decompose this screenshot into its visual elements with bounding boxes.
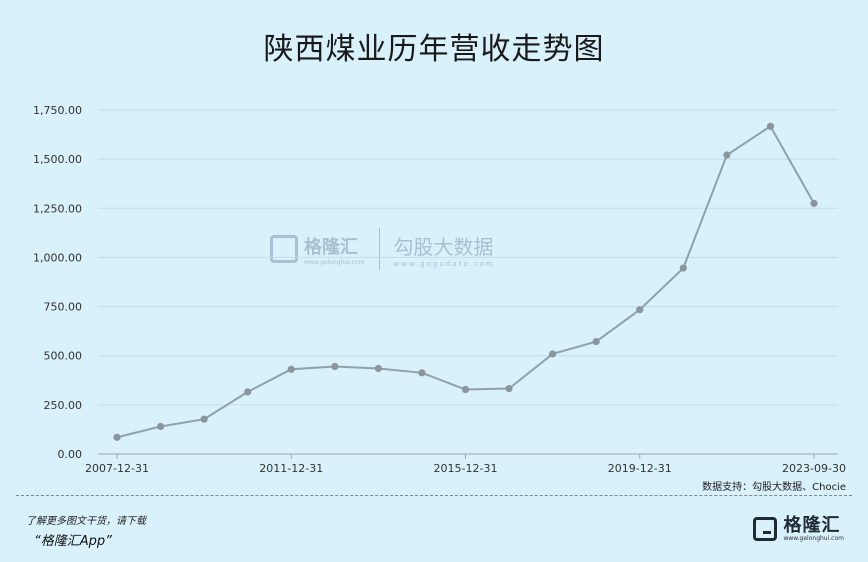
data-point: [461, 385, 470, 394]
y-tick-label: 500.00: [44, 350, 83, 363]
x-tick-label: 2023-09-30: [782, 462, 846, 475]
data-point: [766, 122, 775, 130]
data-point: [549, 350, 557, 358]
data-point: [810, 199, 818, 207]
y-tick-label: 1,750.00: [33, 104, 82, 117]
data-point: [592, 337, 600, 346]
data-point: [636, 306, 644, 314]
brand-logo: 格隆汇 www.gelonghui.com: [753, 513, 844, 545]
watermark-logo-icon: [270, 235, 298, 263]
chart-title: 陕西煤业历年营收走势图: [263, 32, 605, 67]
watermark: 格隆汇 www.gelonghui.com 勾股大数据 www.gogudata…: [270, 228, 495, 270]
data-point: [723, 151, 731, 159]
y-tick-label: 250.00: [44, 399, 83, 412]
x-tick-label: 2007-12-31: [85, 462, 149, 475]
watermark-brand-2: 勾股大数据: [393, 234, 494, 259]
logo-name: 格隆汇: [783, 514, 841, 536]
promo-app-name: “格隆汇App”: [34, 534, 112, 549]
y-tick-label: 1,500.00: [33, 153, 82, 166]
data-point: [505, 384, 513, 393]
data-point: [331, 362, 339, 371]
watermark-brand-1: 格隆汇: [304, 236, 358, 258]
watermark-separator: [378, 228, 380, 270]
data-point: [156, 422, 165, 431]
logo-url: www.gelonghui.com: [783, 534, 844, 542]
watermark-url-2: www.gogudata.com: [393, 259, 495, 268]
data-point: [200, 415, 208, 423]
watermark-url-1: www.gelonghui.com: [304, 258, 365, 266]
data-point: [374, 364, 382, 373]
x-tick-label: 2015-12-31: [434, 462, 498, 475]
data-source: 数据支持：勾股大数据、Chocie: [702, 482, 846, 493]
data-point: [244, 388, 252, 396]
x-tick-label: 2011-12-31: [259, 462, 323, 475]
logo-icon: [753, 517, 778, 541]
y-tick-label: 1,250.00: [33, 202, 82, 215]
data-point: [418, 369, 426, 377]
y-tick-label: 1,000.00: [33, 251, 82, 264]
data-point: [113, 433, 121, 441]
data-point: [679, 264, 687, 272]
y-tick-label: 0.00: [58, 448, 83, 461]
data-point: [287, 365, 295, 373]
promo-text: 了解更多图文干货，请下载: [26, 516, 146, 527]
divider: [16, 495, 852, 496]
y-tick-label: 750.00: [44, 301, 83, 314]
x-tick-label: 2019-12-31: [608, 462, 672, 475]
line-chart: 0.00 250.00 500.00 750.00 1,000.00 1,250.00 1,…: [33, 104, 846, 475]
